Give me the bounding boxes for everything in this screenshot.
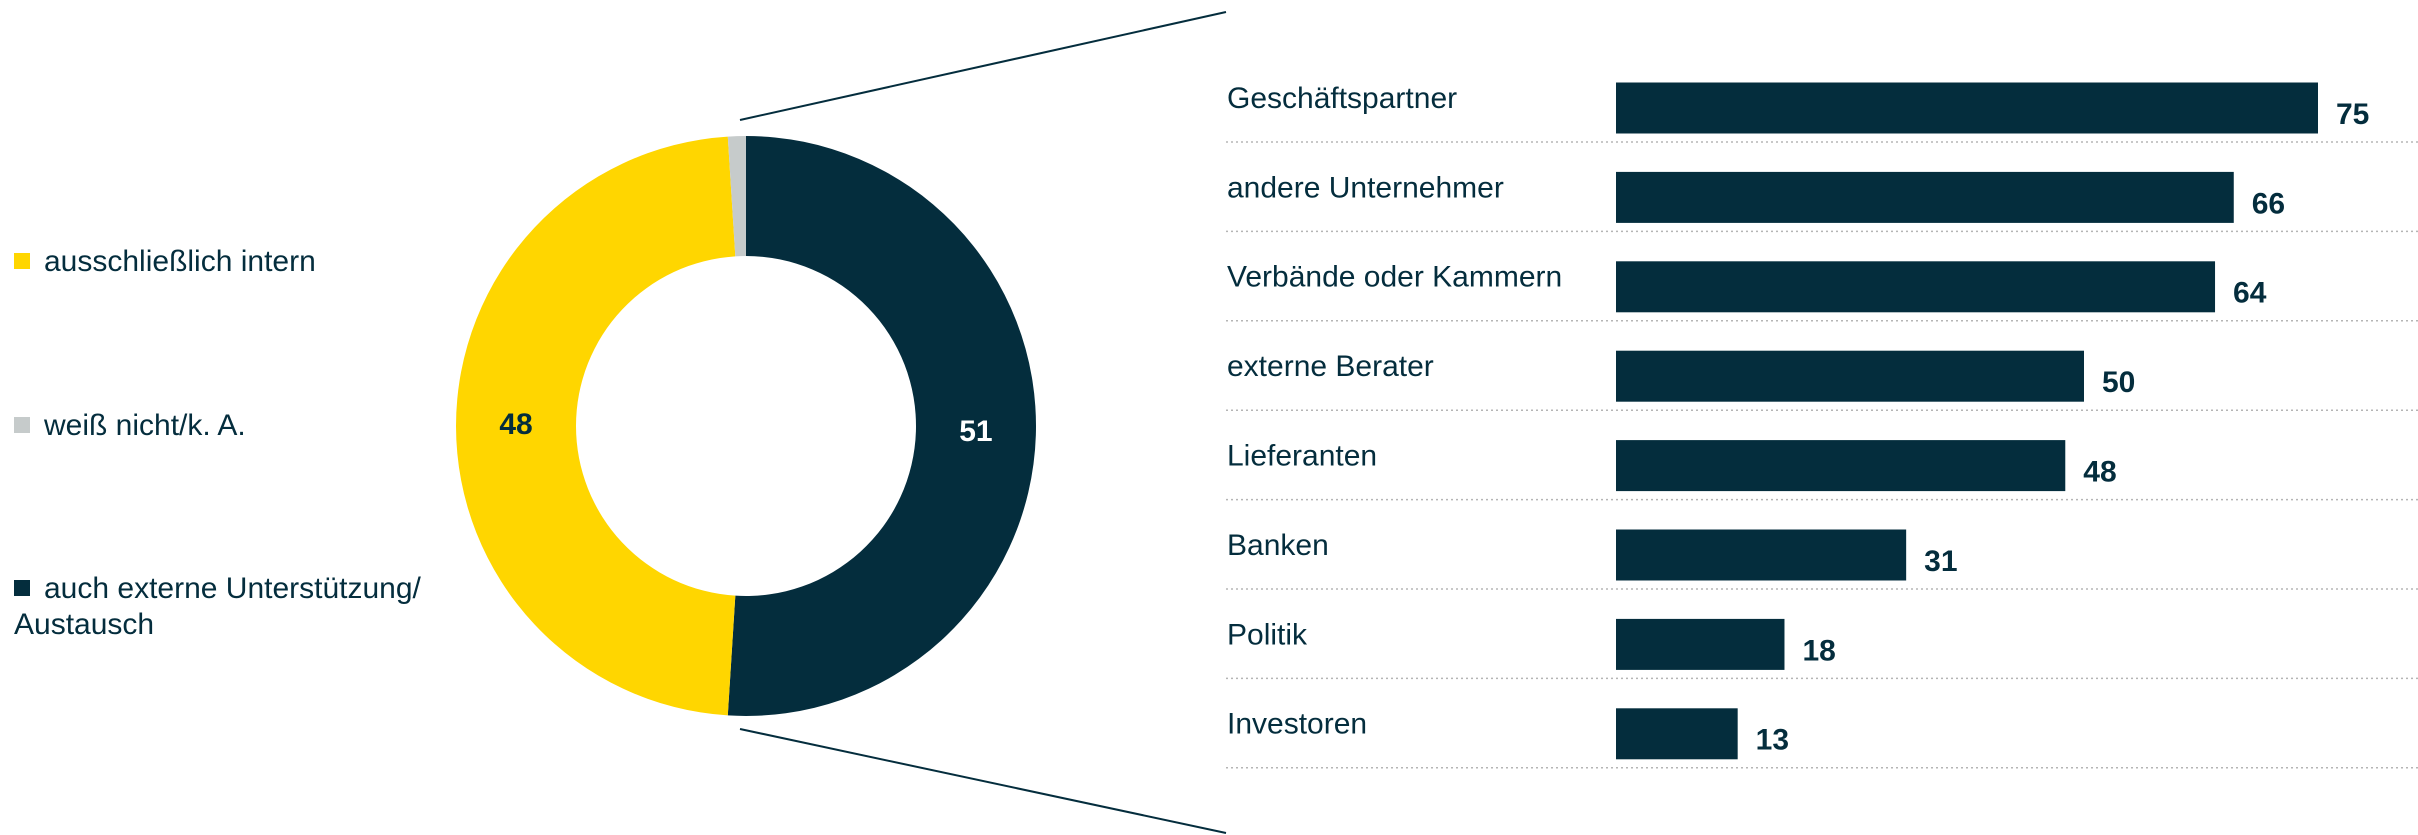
legend-swatch [14, 580, 30, 596]
category-label: Verbände oder Kammern [1227, 261, 1562, 294]
category-label: andere Unternehmer [1227, 171, 1504, 204]
category-label: Geschäftspartner [1227, 82, 1457, 115]
data-label: 51 [959, 415, 992, 448]
legend-label: ausschließlich intern [44, 245, 316, 278]
legend-swatch [14, 253, 30, 269]
bar [1616, 350, 2084, 402]
bar [1616, 82, 2318, 134]
data-label: 64 [2233, 277, 2267, 310]
bar [1616, 618, 1785, 670]
bar [1616, 440, 2066, 492]
donut-segment [456, 136, 736, 716]
data-label: 13 [1756, 724, 1789, 757]
legend-item: ausschließlich intern [14, 244, 474, 280]
data-label: 50 [2102, 366, 2135, 399]
connector-line [739, 11, 1227, 121]
data-label: 48 [499, 408, 532, 441]
legend-label: weiß nicht/k. A. [44, 409, 246, 442]
legend-label: auch externe Unterstützung/ Austausch [14, 572, 421, 641]
donut-segment [727, 136, 1037, 716]
legend-item: weiß nicht/k. A. [14, 408, 474, 444]
bar [1616, 708, 1738, 760]
bar [1616, 529, 1907, 581]
category-label: Banken [1227, 529, 1329, 562]
category-label: Politik [1227, 618, 1308, 651]
bar [1616, 171, 2234, 223]
data-label: 75 [2336, 98, 2369, 131]
legend-swatch [14, 417, 30, 433]
donut-segment [727, 136, 746, 257]
data-label: 31 [1924, 545, 1957, 578]
data-label: 18 [1802, 634, 1835, 667]
bar [1616, 261, 2216, 313]
connector-line [739, 728, 1227, 834]
category-label: externe Berater [1227, 350, 1434, 383]
legend-item: auch externe Unterstützung/ Austausch [14, 571, 474, 643]
data-label: 48 [2083, 456, 2116, 489]
category-label: Investoren [1227, 708, 1367, 741]
category-label: Lieferanten [1227, 440, 1377, 473]
data-label: 66 [2252, 187, 2285, 220]
